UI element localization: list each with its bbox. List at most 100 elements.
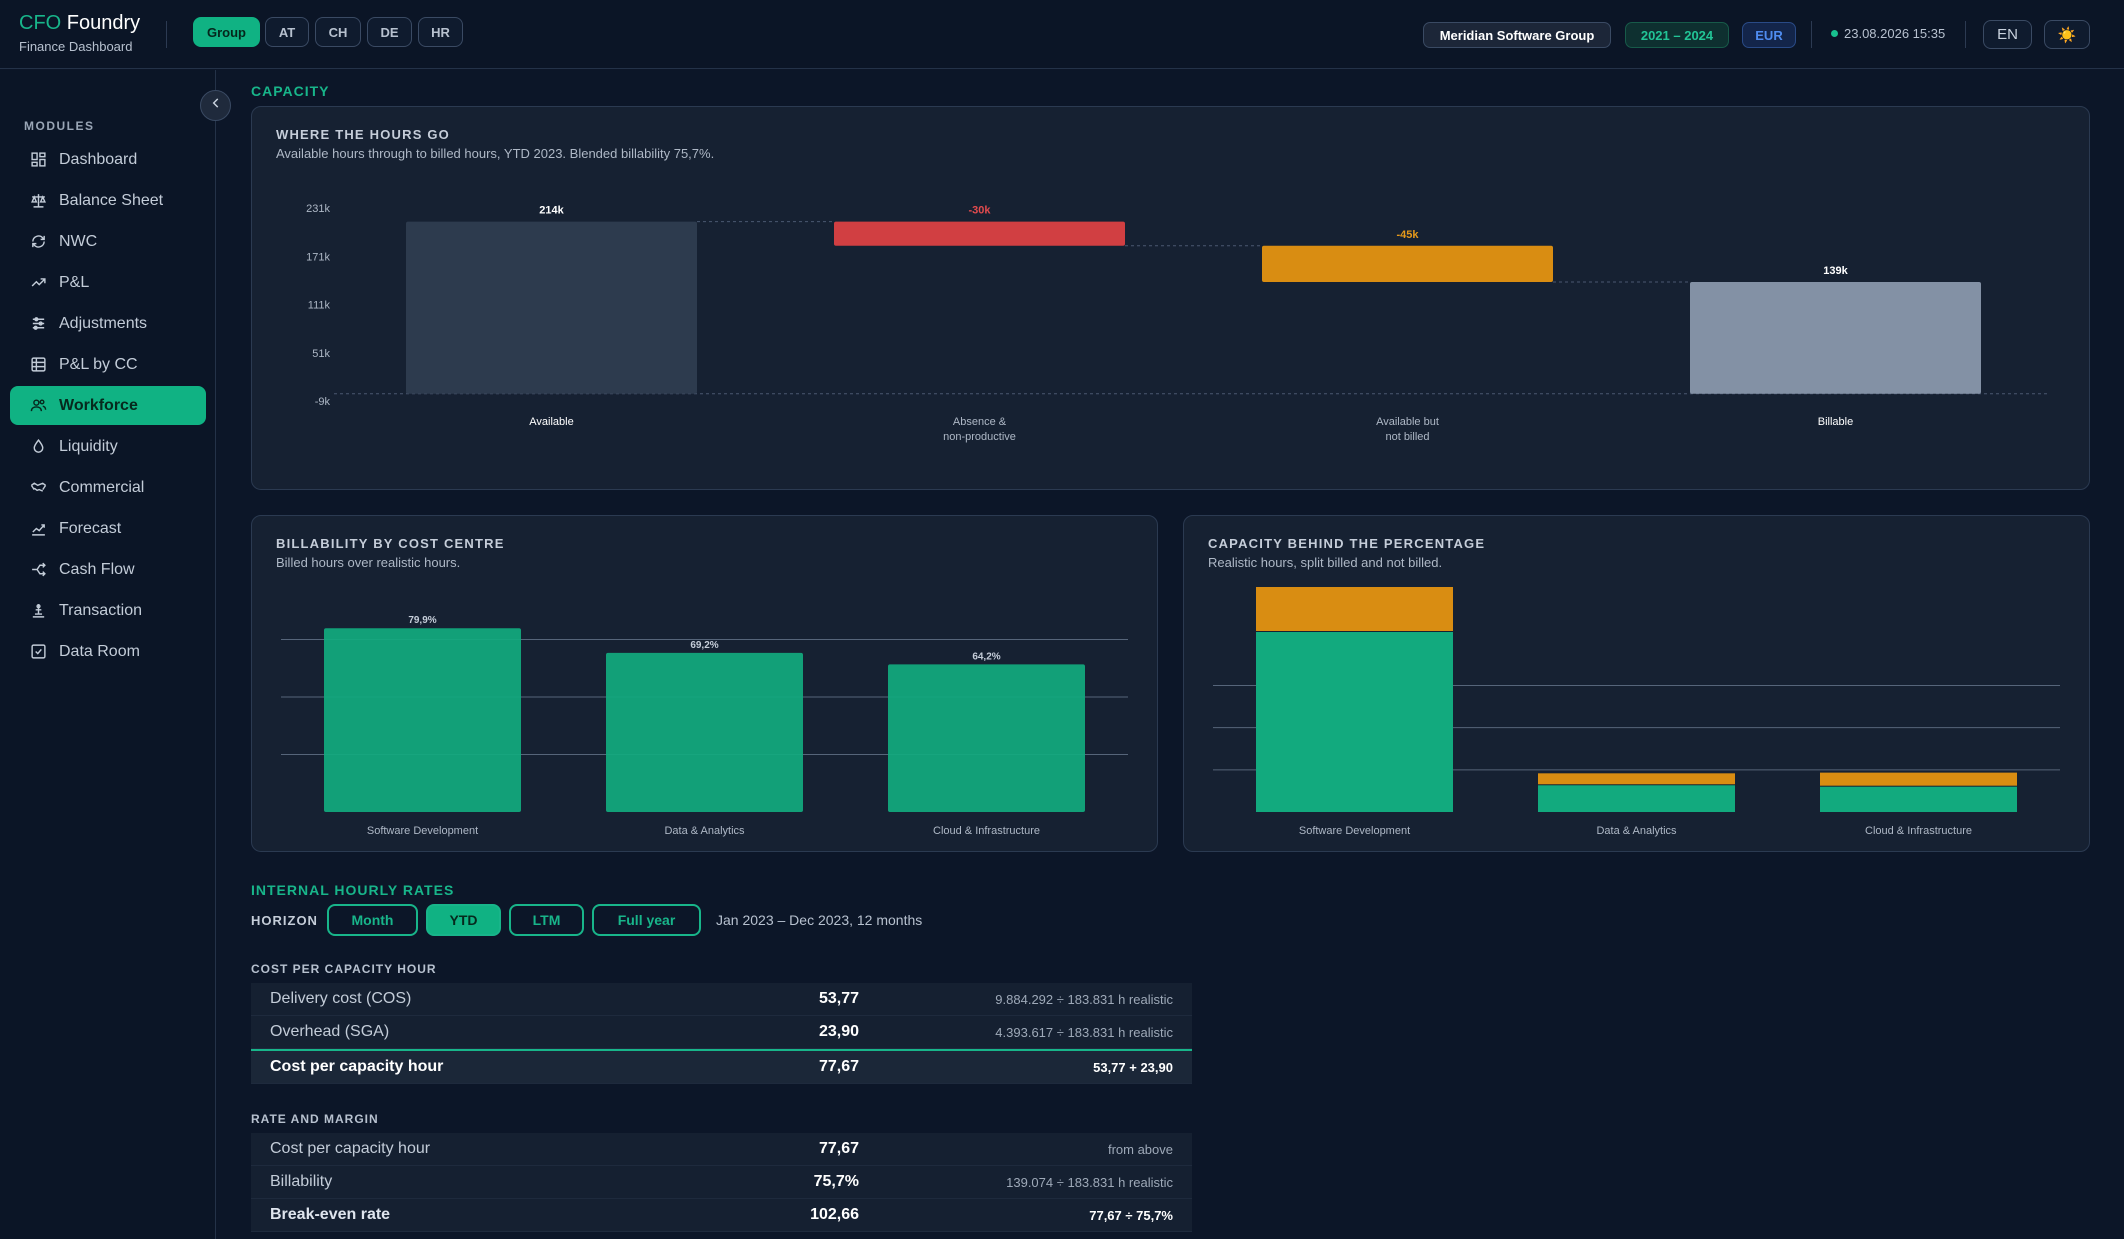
card-subtitle: Available hours through to billed hours,… <box>276 146 715 161</box>
checkbox-icon <box>29 643 47 661</box>
row-label: Cost per capacity hour <box>270 1140 431 1157</box>
divider <box>1811 21 1812 48</box>
category-label: Cloud & Infrastructure <box>1865 825 1972 837</box>
value-label: 139k <box>1823 265 1848 277</box>
sliders-icon <box>29 315 47 333</box>
brand-prefix: CFO <box>19 12 62 34</box>
row-value: 75,7% <box>813 1173 859 1190</box>
sidebar-collapse-button[interactable] <box>200 90 231 121</box>
card-title: CAPACITY BEHIND THE PERCENTAGE <box>1208 536 1486 551</box>
y-tick-label: 231k <box>306 203 330 215</box>
sidebar-item-label: Dashboard <box>59 150 138 168</box>
billed-bar-segment <box>1820 786 2017 812</box>
table-row: Overhead (SGA) 23,90 4.393.617 ÷ 183.831… <box>251 1016 1192 1049</box>
category-label: Data & Analytics <box>1596 825 1677 837</box>
sidebar-item-forecast[interactable]: Forecast <box>10 509 206 548</box>
data-timestamp: 23.08.2026 15:35 <box>1831 26 1945 41</box>
not-billed-bar-segment <box>1820 772 2017 786</box>
sidebar-item-label: P&L <box>59 273 90 291</box>
category-label: Software Development <box>367 825 478 837</box>
row-label: Billability <box>270 1173 333 1190</box>
capacity-split-chart: Software Development Data & Analytics Clou… <box>1213 587 2060 837</box>
status-dot-icon <box>1831 30 1838 37</box>
not-billed-bar-segment <box>1538 773 1735 785</box>
language-button[interactable]: EN <box>1983 20 2032 49</box>
sidebar-item-label: Forecast <box>59 519 122 537</box>
billed-bar-segment <box>1538 785 1735 812</box>
sidebar-item-label: Workforce <box>59 396 138 414</box>
entity-chip-de[interactable]: DE <box>367 17 412 47</box>
row-value: 102,66 <box>810 1206 859 1223</box>
brand[interactable]: CFO Foundry Finance Dashboard <box>19 12 140 54</box>
row-note: from above <box>1107 1141 1173 1157</box>
sidebar-item-liquidity[interactable]: Liquidity <box>10 427 206 466</box>
sidebar-item-workforce[interactable]: Workforce <box>10 386 206 425</box>
billability-bar <box>324 628 521 812</box>
row-note: 77,67 ÷ 75,7% <box>1089 1207 1173 1223</box>
horizon-ytd-button[interactable]: YTD <box>426 904 501 936</box>
category-label: Available but <box>1376 416 1439 428</box>
horizon-ltm-button[interactable]: LTM <box>509 904 584 936</box>
sidebar-item-adjustments[interactable]: Adjustments <box>10 304 206 343</box>
sidebar-item-label: Cash Flow <box>59 560 135 578</box>
company-selector[interactable]: Meridian Software Group <box>1423 22 1611 48</box>
waterfall-bar <box>406 221 697 394</box>
category-label: Software Development <box>1299 825 1410 837</box>
theme-toggle-button[interactable]: ☀️ <box>2044 20 2090 49</box>
billability-bar <box>606 652 803 812</box>
currency-selector[interactable]: EUR <box>1742 22 1796 48</box>
brand-name: Foundry <box>66 12 141 34</box>
sidebar-item-data-room[interactable]: Data Room <box>10 632 206 671</box>
row-note: 9.884.292 ÷ 183.831 h realistic <box>995 991 1173 1007</box>
sidebar-item-transaction[interactable]: Transaction <box>10 591 206 630</box>
table-row: Cost per capacity hour 77,67 from above <box>251 1133 1192 1166</box>
category-label: not billed <box>1385 431 1429 443</box>
horizon-full-year-button[interactable]: Full year <box>592 904 701 936</box>
billability-card: BILLABILITY BY COST CENTRE Billed hours … <box>251 515 1158 852</box>
waterfall-chart: 231k 171k 111k 51k -9k 214k Available -30k Absen… <box>306 203 2050 443</box>
period-selector[interactable]: 2021 – 2024 <box>1625 22 1729 48</box>
chevron-left-icon <box>209 96 223 115</box>
users-icon <box>29 397 47 415</box>
sidebar-item-dashboard[interactable]: Dashboard <box>10 140 206 179</box>
handshake-icon <box>29 479 47 497</box>
category-label: Billable <box>1818 416 1853 428</box>
droplet-icon <box>29 438 47 456</box>
sidebar-item-pl-by-cc[interactable]: P&L by CC <box>10 345 206 384</box>
capacity-split-card: CAPACITY BEHIND THE PERCENTAGE Realistic… <box>1183 515 2090 852</box>
waterfall-card: WHERE THE HOURS GO Available hours throu… <box>251 106 2090 490</box>
sidebar-item-nwc[interactable]: NWC <box>10 222 206 261</box>
entity-chip-ch[interactable]: CH <box>315 17 361 47</box>
table-row: Billability 75,7% 139.074 ÷ 183.831 h re… <box>251 1166 1192 1199</box>
sidebar-item-pl[interactable]: P&L <box>10 263 206 302</box>
horizon-month-button[interactable]: Month <box>327 904 418 936</box>
divider <box>166 21 167 48</box>
table-icon <box>29 356 47 374</box>
dashboard-icon <box>29 151 47 169</box>
timestamp-text: 23.08.2026 15:35 <box>1844 26 1946 41</box>
sidebar-item-label: Liquidity <box>59 437 118 455</box>
billability-chart: 79,9% Software Development 69,2% Data & Ana… <box>281 615 1128 837</box>
waterfall-bar <box>834 221 1125 246</box>
value-label: 69,2% <box>690 640 718 651</box>
sidebar-nav: Dashboard Balance Sheet NWC P&L Adjustme… <box>10 140 206 673</box>
category-label: Absence & <box>953 416 1007 428</box>
value-label: 64,2% <box>972 651 1000 662</box>
row-label: Overhead (SGA) <box>270 1023 390 1040</box>
entity-chip-hr[interactable]: HR <box>418 17 463 47</box>
waterfall-bar <box>1262 245 1553 282</box>
sidebar-item-balance-sheet[interactable]: Balance Sheet <box>10 181 206 220</box>
value-label: -45k <box>1396 229 1419 241</box>
row-label: Cost per capacity hour <box>270 1058 444 1075</box>
sidebar-item-label: Data Room <box>59 642 140 660</box>
cost-table: Delivery cost (COS) 53,77 9.884.292 ÷ 18… <box>251 983 1192 1084</box>
entity-chip-at[interactable]: AT <box>265 17 309 47</box>
rates-section-title: INTERNAL HOURLY RATES <box>251 882 455 898</box>
sidebar-item-commercial[interactable]: Commercial <box>10 468 206 507</box>
table-row-total: Cost per capacity hour 77,67 53,77 + 23,… <box>251 1049 1192 1084</box>
sidebar-item-label: P&L by CC <box>59 355 138 373</box>
sidebar-item-cash-flow[interactable]: Cash Flow <box>10 550 206 589</box>
sidebar: MODULES Dashboard Balance Sheet NWC P&L … <box>0 70 216 1239</box>
card-title: WHERE THE HOURS GO <box>276 127 450 142</box>
entity-chip-group[interactable]: Group <box>193 17 260 47</box>
